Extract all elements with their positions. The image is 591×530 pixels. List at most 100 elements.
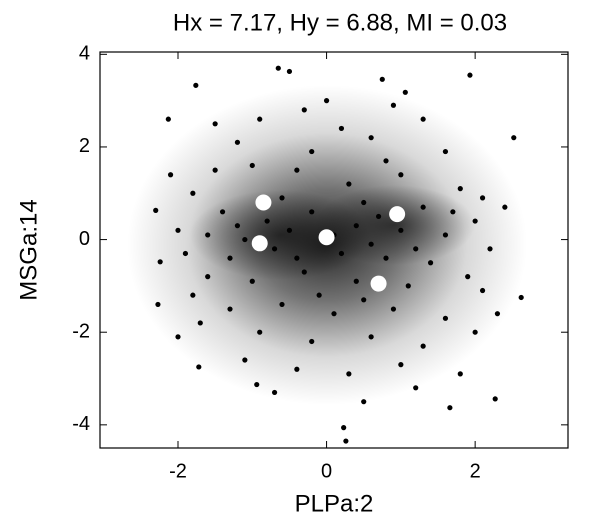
- point: [294, 366, 300, 372]
- point: [196, 364, 202, 370]
- point: [487, 246, 493, 252]
- y-axis-label: MSGa:14: [15, 199, 42, 300]
- point: [511, 135, 517, 141]
- point: [346, 371, 352, 377]
- point: [402, 89, 408, 95]
- chart-title: Hx = 7.17, Hy = 6.88, MI = 0.03: [173, 9, 507, 36]
- marks: [153, 65, 524, 444]
- point: [383, 158, 389, 164]
- point: [301, 107, 307, 113]
- point: [190, 190, 196, 196]
- plot-frame: [99, 51, 569, 449]
- point: [301, 269, 307, 275]
- point: [379, 76, 385, 82]
- y-tick-label: -4: [72, 413, 90, 435]
- point: [219, 209, 226, 215]
- point: [338, 125, 345, 132]
- point: [249, 278, 255, 284]
- point: [427, 260, 434, 266]
- point: [398, 172, 404, 178]
- point: [212, 121, 218, 127]
- point: [472, 218, 478, 224]
- point: [153, 207, 159, 213]
- point: [494, 311, 501, 317]
- point: [502, 204, 508, 210]
- point: [338, 250, 345, 257]
- point: [398, 362, 404, 368]
- point: [368, 135, 374, 141]
- point: [413, 385, 419, 391]
- x-tick-label: -2: [169, 460, 187, 482]
- y-tick-label: 2: [79, 135, 90, 157]
- point: [383, 255, 389, 261]
- point: [398, 227, 404, 233]
- point: [390, 102, 397, 108]
- point: [255, 194, 272, 211]
- point: [234, 139, 241, 145]
- point: [361, 399, 367, 405]
- point: [390, 306, 397, 312]
- x-axis-label: PLPa:2: [295, 490, 374, 517]
- point: [309, 209, 315, 215]
- point: [182, 250, 189, 257]
- point: [331, 311, 337, 317]
- point: [242, 236, 248, 243]
- point: [197, 320, 203, 326]
- point: [294, 255, 300, 261]
- y-tick-label: 4: [79, 43, 90, 65]
- point: [205, 232, 211, 238]
- point: [472, 329, 478, 335]
- point: [227, 306, 233, 312]
- point: [294, 167, 300, 173]
- point: [346, 181, 352, 187]
- point: [165, 116, 171, 122]
- point: [447, 405, 453, 411]
- point: [227, 255, 233, 261]
- point: [175, 227, 181, 233]
- point: [318, 229, 335, 246]
- point: [457, 371, 463, 377]
- point: [234, 223, 241, 229]
- point: [343, 438, 349, 444]
- y-tick-label: 0: [79, 228, 90, 250]
- point: [420, 343, 426, 349]
- x-tick-label: 2: [470, 460, 481, 482]
- x-tick-label: 0: [321, 460, 332, 482]
- point: [492, 396, 498, 402]
- point: [375, 213, 382, 220]
- point: [309, 338, 315, 345]
- point: [257, 329, 263, 335]
- point: [323, 98, 330, 104]
- point: [316, 292, 322, 298]
- point: [242, 357, 248, 363]
- point: [167, 172, 174, 178]
- point: [413, 246, 419, 252]
- point: [389, 206, 406, 223]
- point: [271, 389, 278, 396]
- point: [353, 278, 359, 284]
- point: [251, 235, 268, 252]
- point: [442, 148, 449, 155]
- point: [212, 167, 218, 173]
- point: [450, 209, 456, 215]
- point: [271, 246, 278, 252]
- point: [155, 301, 161, 308]
- point: [279, 195, 285, 201]
- point: [361, 297, 367, 303]
- point: [361, 199, 367, 206]
- point: [190, 292, 196, 298]
- point: [264, 218, 270, 224]
- point: [368, 334, 374, 340]
- point: [341, 425, 347, 431]
- point: [205, 274, 211, 280]
- point: [275, 65, 281, 71]
- point: [420, 116, 426, 122]
- point: [257, 116, 263, 122]
- point: [405, 283, 411, 289]
- point: [193, 82, 199, 88]
- point: [457, 186, 463, 192]
- point: [442, 315, 449, 321]
- point: [420, 204, 426, 210]
- point: [309, 148, 315, 155]
